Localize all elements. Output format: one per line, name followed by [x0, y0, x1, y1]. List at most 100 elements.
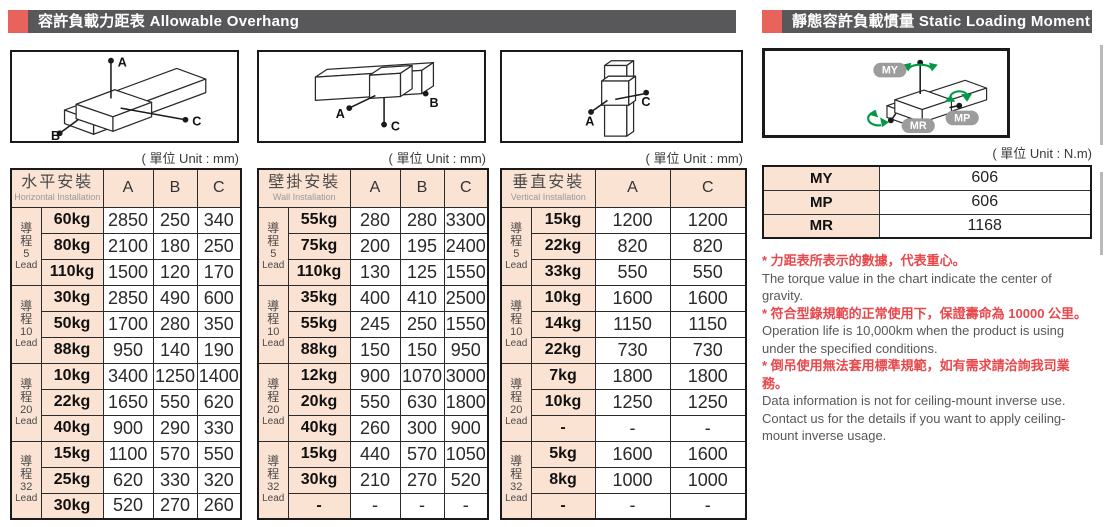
dimension-label-a: A [585, 115, 594, 129]
distance-value-cell: 2400 [443, 232, 489, 260]
column-header-a: A [349, 168, 401, 208]
static-moment-diagram: MY MP MR [762, 48, 1010, 138]
footnotes: * 力距表所表示的數據，代表重心。 The torque value in th… [762, 252, 1094, 445]
distance-value-cell: 2500 [443, 284, 489, 312]
table-row: 30kg 520 270 260 [11, 492, 242, 520]
load-capacity-cell: - [530, 492, 596, 520]
moment-badges: MY MP MR [873, 62, 979, 134]
table-row: 40kg 260 300 900 [258, 414, 489, 442]
load-capacity-cell: 40kg [40, 414, 104, 442]
distance-value-cell: 195 [399, 232, 445, 260]
table-row: --- [501, 492, 747, 520]
distance-value-cell: 1400 [196, 362, 242, 390]
red-accent-square [762, 10, 782, 33]
dimension-label-a: A [118, 56, 127, 70]
load-capacity-cell: - [530, 414, 596, 442]
table-row: 50kg 1700 280 350 [11, 310, 242, 338]
table-row: 40kg 900 290 330 [11, 414, 242, 442]
vertical-installation-table: 垂直安裝 Vertical Installation A C 導程 5 Lead 15… [500, 168, 748, 520]
distance-value-cell: 1800 [669, 362, 747, 390]
load-capacity-cell: 60kg [40, 206, 104, 234]
distance-value-cell: 2850 [102, 284, 154, 312]
distance-value-cell: 190 [196, 336, 242, 364]
red-accent-square [8, 10, 28, 33]
table-row: 導程 20 Lead 7kg 1800 1800 [500, 362, 747, 442]
lead-group-cell: 導程 10 Lead [257, 284, 289, 364]
rail-drawing [63, 67, 207, 135]
load-capacity-cell: 110kg [287, 258, 351, 286]
distance-value-cell: 550 [349, 388, 401, 416]
distance-value-cell: 250 [196, 232, 242, 260]
rail-drawing [601, 60, 637, 137]
dimension-lines [348, 94, 385, 125]
table-row: 導程 10 Lead 35kg 400 410 2500 [257, 284, 489, 364]
distance-value-cell: 130 [349, 258, 401, 286]
load-capacity-cell: 10kg [530, 284, 596, 312]
static-moment-table: MY 606 MP 606 MR 1168 [762, 165, 1092, 239]
table-row: 導程 32 Lead 15kg 440 570 1050 [257, 440, 489, 520]
moment-value-mp: 606 [878, 189, 1092, 215]
column-header-a: A [102, 168, 154, 208]
table-row: 22kg 1650 550 620 [11, 388, 242, 416]
table-row: 導程 10 Lead 10kg 1600 1600 [500, 284, 747, 364]
lead-group-cell: 導程 10 Lead [500, 284, 532, 364]
table-title-cell: 水平安裝 Horizontal Installation [10, 168, 104, 208]
table-row: 導程 32 Lead 5kg 1600 1600 [500, 440, 747, 520]
lead-group-cell: 導程 20 Lead [500, 362, 532, 442]
table-row: 8kg 1000 1000 [501, 466, 747, 494]
distance-value-cell: 550 [152, 388, 198, 416]
moment-label-mp: MP [762, 189, 880, 215]
load-capacity-cell: 80kg [40, 232, 104, 260]
distance-value-cell: - [594, 414, 671, 442]
column-header-a: A [594, 168, 671, 208]
table-row: 33kg 550 550 [501, 258, 747, 286]
table-title-zh: 垂直安裝 [512, 173, 585, 191]
distance-value-cell: 1550 [443, 258, 489, 286]
note-en-3: Data information is not for ceiling-moun… [762, 393, 1066, 408]
lead-group-cell: 導程 5 Lead [257, 206, 289, 286]
table-row: 導程 5 Lead 55kg 280 280 3300 [257, 206, 489, 286]
distance-value-cell: 900 [349, 362, 401, 390]
dimension-label-c: C [192, 115, 201, 129]
distance-value-cell: 270 [152, 492, 198, 520]
load-capacity-cell: 22kg [530, 232, 596, 260]
dimension-dots [346, 90, 429, 128]
dimension-label-a: A [336, 107, 345, 121]
load-capacity-cell: - [287, 492, 351, 520]
load-capacity-cell: 10kg [530, 388, 596, 416]
dimension-lines [590, 92, 646, 113]
distance-value-cell: 1600 [669, 440, 747, 468]
distance-value-cell: 620 [102, 466, 154, 494]
distance-value-cell: - [669, 492, 747, 520]
rail-drawing [314, 62, 435, 101]
table-title-en: Wall Installation [272, 191, 336, 202]
lead-group-cell: 導程 5 Lead [10, 206, 42, 286]
lead-group-cell: 導程 10 Lead [10, 284, 42, 364]
static-loading-moment-header-bar: 靜態容許負載慣量 Static Loading Moment [762, 10, 1092, 33]
distance-value-cell: 280 [349, 206, 401, 234]
page-edge-strip [1100, 45, 1103, 145]
moment-label-mp: MP [954, 112, 970, 124]
note-zh-1: * 力距表所表示的數據，代表重心。 [762, 253, 966, 268]
load-capacity-cell: 55kg [287, 310, 351, 338]
column-header-c: C [669, 168, 747, 208]
load-capacity-cell: 22kg [40, 388, 104, 416]
table-row: 88kg 150 150 950 [258, 336, 489, 364]
table-row: 導程 20 Lead 12kg 900 1070 3000 [257, 362, 489, 442]
table-header-row: 水平安裝 Horizontal Installation A B C [10, 168, 242, 208]
distance-value-cell: 125 [399, 258, 445, 286]
distance-value-cell: 140 [152, 336, 198, 364]
unit-caption-mm: ( 單位 Unit : mm) [645, 151, 744, 166]
section-title: 靜態容許負載慣量 Static Loading Moment [792, 13, 1091, 30]
load-capacity-cell: 88kg [40, 336, 104, 364]
load-capacity-cell: 40kg [287, 414, 351, 442]
distance-value-cell: 210 [349, 466, 401, 494]
table-row: 110kg 130 125 1550 [258, 258, 489, 286]
table-row: 20kg 550 630 1800 [258, 388, 489, 416]
distance-value-cell: 900 [102, 414, 154, 442]
allowable-overhang-header-bar: 容許負載力距表 Allowable Overhang [8, 10, 736, 33]
dimension-dots [56, 57, 189, 137]
distance-value-cell: 1050 [443, 440, 489, 468]
distance-value-cell: 1200 [669, 206, 747, 234]
